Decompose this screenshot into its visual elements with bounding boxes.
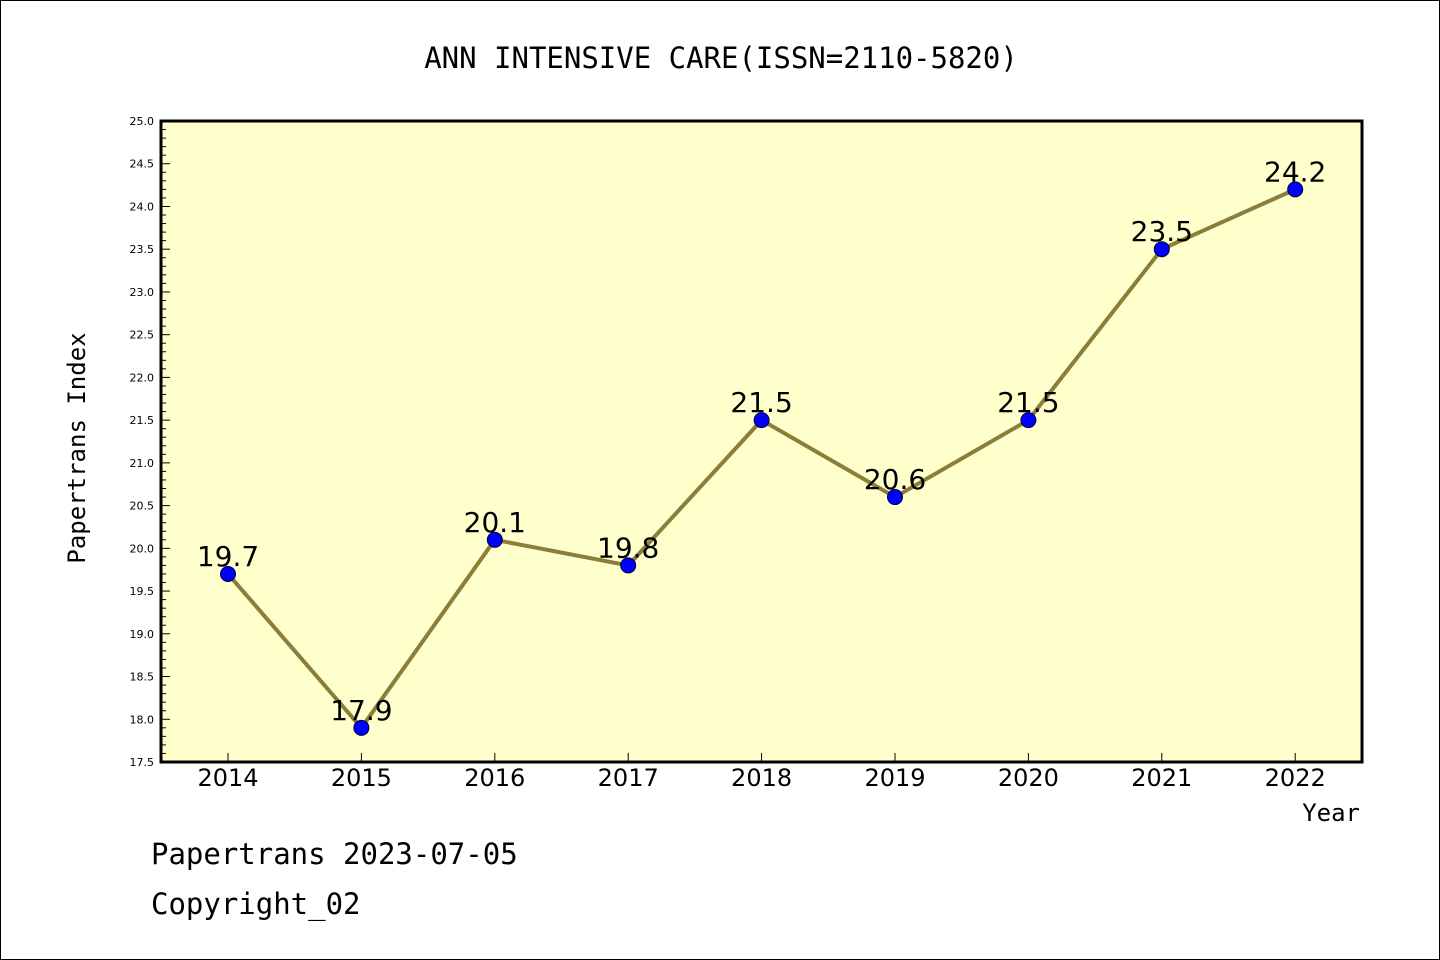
x-tick-label: 2014 xyxy=(197,764,258,792)
data-point xyxy=(887,489,903,506)
data-point xyxy=(486,531,503,548)
y-tick-label: 18.5 xyxy=(130,671,155,684)
y-tick-label: 18.0 xyxy=(130,713,155,726)
x-tick-label: 2016 xyxy=(464,764,525,792)
data-label: 20.6 xyxy=(864,463,926,496)
data-label: 21.5 xyxy=(997,386,1059,419)
y-tick-label: 19.0 xyxy=(130,628,155,641)
footer-copyright: Copyright_02 xyxy=(151,887,361,921)
data-label: 21.5 xyxy=(730,386,792,419)
data-point xyxy=(753,412,770,429)
chart-title: ANN INTENSIVE CARE(ISSN=2110-5820) xyxy=(424,41,1018,75)
y-tick-label: 24.5 xyxy=(130,158,155,171)
data-point xyxy=(620,557,637,574)
y-tick-label: 17.5 xyxy=(130,756,155,769)
y-tick-label: 21.0 xyxy=(130,457,155,470)
data-point xyxy=(1287,181,1304,198)
x-axis-label: Year xyxy=(1302,799,1360,827)
data-labels: 19.7 17.9 20.1 19.8 21.5 20.6 21.5 23.5 24.2 xyxy=(197,155,1327,726)
data-point xyxy=(220,565,236,582)
x-tick-label: 2019 xyxy=(864,764,925,792)
data-point xyxy=(1153,241,1170,258)
y-tick-label: 22.0 xyxy=(130,371,155,384)
data-label: 19.8 xyxy=(597,531,659,564)
x-tick-label: 2022 xyxy=(1265,764,1326,792)
data-label: 23.5 xyxy=(1131,215,1193,248)
y-tick-label: 19.5 xyxy=(130,585,155,598)
y-tick-label: 22.5 xyxy=(130,329,155,342)
y-tick-label: 21.5 xyxy=(130,414,155,427)
y-tick-label: 23.5 xyxy=(130,243,155,256)
data-points xyxy=(220,181,1304,736)
x-tick-label: 2015 xyxy=(331,764,392,792)
y-tick-label: 24.0 xyxy=(130,200,155,213)
y-tick-label: 23.0 xyxy=(130,286,155,299)
x-axis: 2014 2015 2016 2017 2018 2019 2020 2021 2022 xyxy=(197,753,1326,792)
x-tick-label: 2018 xyxy=(731,764,792,792)
y-tick-label: 25.0 xyxy=(130,115,155,128)
y-axis-label: Papertrans Index xyxy=(63,332,91,563)
x-tick-label: 2020 xyxy=(998,764,1059,792)
data-point xyxy=(1020,412,1037,429)
footer-source: Papertrans 2023-07-05 xyxy=(151,837,518,871)
y-axis: 17.5 18.0 18.5 19.0 19.5 20.0 20.5 21.0 21.5 22.0… xyxy=(130,115,170,769)
data-label: 19.7 xyxy=(197,540,259,573)
data-label: 24.2 xyxy=(1264,155,1326,188)
data-label: 17.9 xyxy=(330,694,392,727)
x-tick-label: 2021 xyxy=(1131,764,1192,792)
data-label: 20.1 xyxy=(464,506,526,539)
y-tick-label: 20.0 xyxy=(130,542,155,555)
data-point xyxy=(353,719,370,736)
y-tick-label: 20.5 xyxy=(130,500,155,513)
x-tick-label: 2017 xyxy=(598,764,659,792)
plot-area xyxy=(159,119,1364,764)
